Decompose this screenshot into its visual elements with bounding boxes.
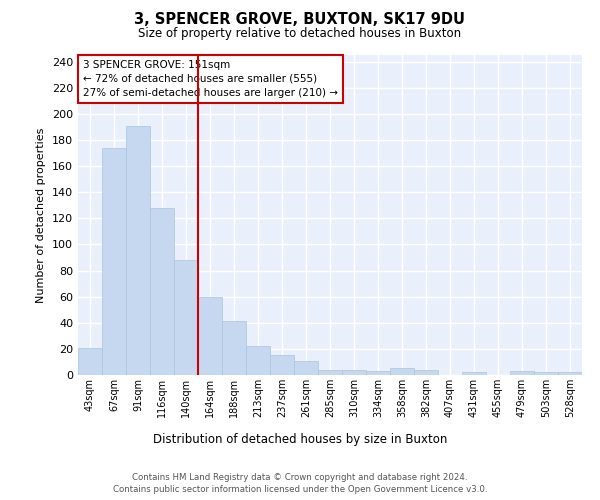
Bar bbox=[174, 260, 198, 375]
Text: Contains public sector information licensed under the Open Government Licence v3: Contains public sector information licen… bbox=[113, 485, 487, 494]
Text: Size of property relative to detached houses in Buxton: Size of property relative to detached ho… bbox=[139, 28, 461, 40]
Bar bbox=[366, 371, 390, 375]
Y-axis label: Number of detached properties: Number of detached properties bbox=[37, 128, 46, 302]
Bar bbox=[102, 148, 126, 375]
Bar bbox=[198, 296, 222, 375]
Bar bbox=[462, 372, 486, 375]
Bar bbox=[270, 356, 294, 375]
Text: Contains HM Land Registry data © Crown copyright and database right 2024.: Contains HM Land Registry data © Crown c… bbox=[132, 472, 468, 482]
Text: 3 SPENCER GROVE: 151sqm
← 72% of detached houses are smaller (555)
27% of semi-d: 3 SPENCER GROVE: 151sqm ← 72% of detache… bbox=[83, 60, 338, 98]
Bar bbox=[222, 322, 246, 375]
Bar bbox=[246, 346, 270, 375]
Bar bbox=[126, 126, 150, 375]
Bar bbox=[318, 370, 342, 375]
Bar bbox=[558, 372, 582, 375]
Bar bbox=[390, 368, 414, 375]
Bar bbox=[150, 208, 174, 375]
Bar bbox=[534, 372, 558, 375]
Bar bbox=[294, 360, 318, 375]
Text: Distribution of detached houses by size in Buxton: Distribution of detached houses by size … bbox=[153, 432, 447, 446]
Text: 3, SPENCER GROVE, BUXTON, SK17 9DU: 3, SPENCER GROVE, BUXTON, SK17 9DU bbox=[134, 12, 466, 28]
Bar bbox=[510, 371, 534, 375]
Bar bbox=[342, 370, 366, 375]
Bar bbox=[78, 348, 102, 375]
Bar bbox=[414, 370, 438, 375]
